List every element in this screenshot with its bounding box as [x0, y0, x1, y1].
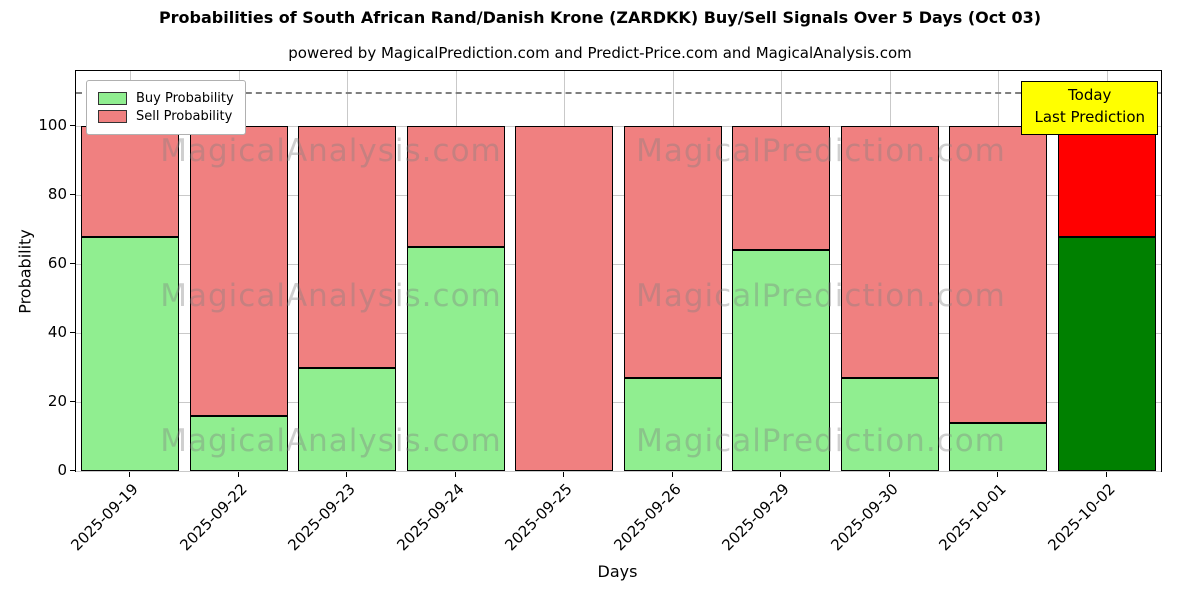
legend-row-sell: Sell Probability: [98, 109, 234, 124]
x-tick-label: 2025-09-25: [501, 480, 576, 555]
x-axis-label: Days: [597, 562, 638, 581]
x-tick-mark: [237, 472, 239, 477]
buy-bar-segment: [1057, 236, 1156, 471]
buy-bar-segment: [949, 422, 1048, 471]
buy-bar-segment: [623, 377, 722, 471]
sell-bar-segment: [623, 126, 722, 378]
buy-bar-segment: [189, 415, 288, 471]
x-tick-mark: [1105, 472, 1107, 477]
buy-bar-segment: [840, 377, 939, 471]
legend-sell-swatch: [98, 110, 127, 123]
y-tick-label: 60: [47, 254, 67, 273]
watermark-text: MagicalAnalysis.com: [160, 133, 502, 169]
y-tick-label: 100: [38, 116, 67, 135]
threshold-dashed-line: [76, 91, 1161, 94]
sell-bar-segment: [298, 126, 397, 368]
x-tick-mark: [563, 472, 565, 477]
legend-row-buy: Buy Probability: [98, 91, 234, 106]
x-tick-mark: [888, 472, 890, 477]
y-tick-mark: [70, 332, 75, 334]
today-annotation: Today Last Prediction: [1021, 81, 1158, 135]
sell-bar-segment: [732, 126, 831, 251]
sell-bar-segment: [189, 126, 288, 416]
x-tick-label: 2025-09-26: [610, 480, 685, 555]
watermark-text: MagicalPrediction.com: [636, 133, 1006, 169]
y-tick-mark: [70, 194, 75, 196]
legend-sell-label: Sell Probability: [136, 109, 233, 124]
watermark-text: MagicalAnalysis.com: [160, 278, 502, 314]
h-gridline: [76, 402, 1161, 404]
x-tick-label: 2025-09-23: [284, 480, 359, 555]
y-tick-label: 40: [47, 323, 67, 342]
x-tick-label: 2025-10-02: [1044, 480, 1119, 555]
y-tick-label: 20: [47, 392, 67, 411]
y-tick-mark: [70, 470, 75, 471]
x-tick-label: 2025-09-29: [718, 480, 793, 555]
sell-bar-segment: [81, 126, 180, 237]
y-tick-label: 0: [57, 461, 67, 479]
legend-buy-swatch: [98, 92, 127, 105]
h-gridline: [76, 126, 1161, 128]
buy-bar-segment: [732, 250, 831, 471]
watermark-text: MagicalPrediction.com: [636, 278, 1006, 314]
sell-bar-segment: [515, 126, 614, 471]
h-gridline: [76, 333, 1161, 335]
x-tick-mark: [129, 472, 131, 477]
x-tick-mark: [780, 472, 782, 477]
h-gridline: [76, 471, 1161, 472]
sell-bar-segment: [406, 126, 505, 247]
sell-bar-segment: [840, 126, 939, 378]
x-tick-mark: [671, 472, 673, 477]
x-tick-mark: [454, 472, 456, 477]
x-tick-label: 2025-09-24: [393, 480, 468, 555]
plot-area: MagicalAnalysis.com MagicalPrediction.com…: [75, 70, 1162, 472]
chart-subtitle: powered by MagicalPrediction.com and Pre…: [288, 44, 912, 62]
y-tick-mark: [70, 401, 75, 403]
buy-bar-segment: [406, 246, 505, 471]
y-tick-mark: [70, 263, 75, 265]
x-tick-label: 2025-09-22: [176, 480, 251, 555]
x-tick-mark: [346, 472, 348, 477]
h-gridline: [76, 195, 1161, 197]
buy-bar-segment: [298, 367, 397, 471]
sell-bar-segment: [949, 126, 1048, 423]
y-tick-mark: [70, 125, 75, 127]
y-tick-label: 80: [47, 185, 67, 204]
legend: Buy Probability Sell Probability: [86, 80, 246, 135]
chart-title: Probabilities of South African Rand/Dani…: [158, 8, 1042, 27]
sell-bar-segment: [1057, 126, 1156, 237]
legend-buy-label: Buy Probability: [136, 91, 234, 106]
today-annotation-line2: Last Prediction: [1034, 107, 1145, 126]
x-tick-label: 2025-09-30: [827, 480, 902, 555]
watermark-text: MagicalAnalysis.com: [160, 423, 502, 459]
x-tick-mark: [997, 472, 999, 477]
buy-bar-segment: [81, 236, 180, 471]
watermark-text: MagicalPrediction.com: [636, 423, 1006, 459]
today-annotation-line1: Today: [1068, 86, 1112, 104]
x-tick-label: 2025-10-01: [935, 480, 1010, 555]
x-tick-label: 2025-09-19: [67, 480, 142, 555]
h-gridline: [76, 264, 1161, 266]
